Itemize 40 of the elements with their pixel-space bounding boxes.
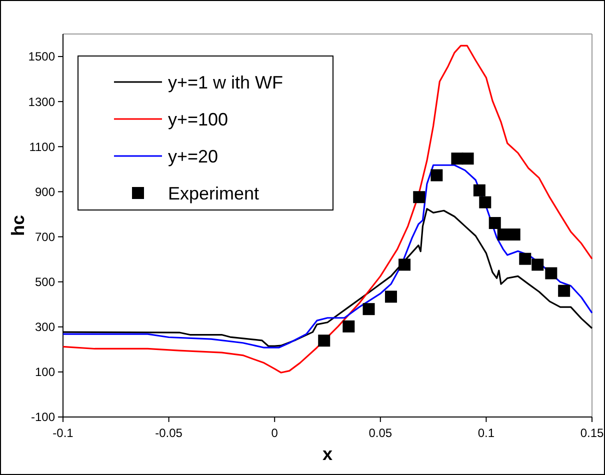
legend-label: y+=100 [168,109,228,130]
x-tick-label: 0.15 [580,426,604,440]
point [362,303,375,316]
x-tick-label: -0.05 [155,426,183,440]
point [398,258,411,271]
point [430,169,443,182]
y-tick-label: 900 [34,184,56,199]
legend-label: y+=20 [168,146,218,166]
point [342,320,355,332]
x-axis-title: x [322,444,333,464]
point [462,152,474,165]
y-tick-label: 700 [34,230,56,244]
point [519,252,532,265]
x-tick-label: -0.1 [52,426,74,440]
legend-label: y+=1 w ith WF [168,72,284,92]
x-tick-label: 0.05 [368,426,392,440]
x-tick-label: 0.1 [478,426,495,440]
point [488,217,501,230]
line-series [62,44,593,374]
y-tick-label: 300 [34,320,56,334]
point [473,184,486,196]
point [413,191,426,204]
y-tick-label: 500 [34,275,56,290]
legend-label: Experiment [168,183,260,204]
y-tick-label: 1100 [29,140,56,154]
point [545,267,558,280]
point [532,258,544,271]
y-tick-label: -100 [30,410,56,424]
point [497,228,510,241]
point [318,334,330,347]
x-tick-label: 0 [271,426,278,440]
y-tick-label: 1500 [28,50,56,64]
point [384,290,397,303]
y-axis-title: hc [8,214,28,236]
point [479,196,492,208]
point [558,284,570,297]
point [451,152,464,165]
point [508,228,520,241]
y-tick-label: 100 [34,365,56,380]
y-tick-label: 1300 [28,94,56,109]
